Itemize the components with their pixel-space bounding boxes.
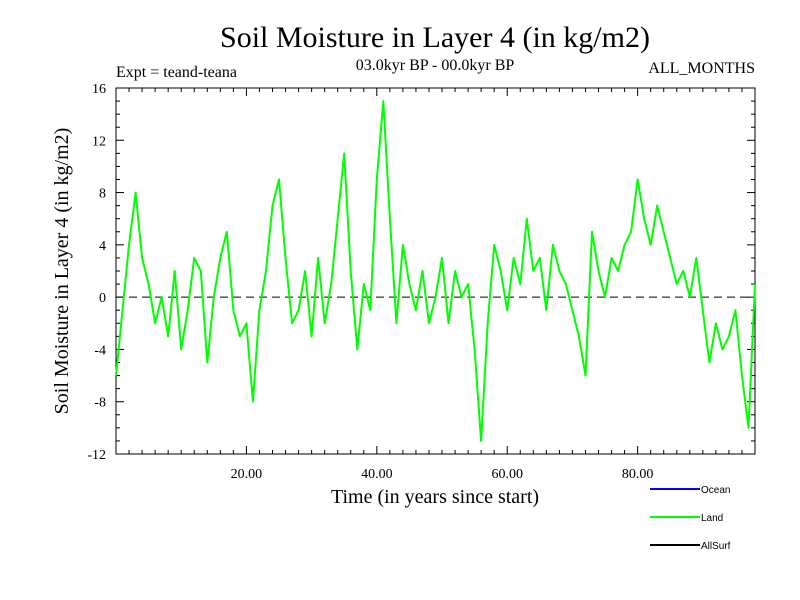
legend-label-land: Land: [701, 513, 723, 524]
legend-item-land: Land: [650, 513, 723, 524]
y-tick-label: 4: [99, 239, 106, 254]
legend: Ocean Land AllSurf: [650, 485, 731, 552]
x-tick-label: 60.00: [491, 467, 523, 482]
y-tick-label: 16: [92, 82, 106, 97]
y-tick-label: 12: [92, 134, 106, 149]
y-tick-label: -4: [94, 343, 106, 358]
y-tick-label: 0: [99, 291, 106, 306]
plot-frame: [115, 87, 756, 455]
months-label: ALL_MONTHS: [648, 60, 755, 77]
axis-tick-labels: -12 -8 -4 0 4 8 12 16 20.00 40.00 60.00 80.00: [87, 82, 653, 482]
chart-title: Soil Moisture in Layer 4 (in kg/m2): [220, 21, 650, 54]
legend-item-ocean: Ocean: [650, 485, 730, 496]
x-tick-label: 40.00: [361, 467, 393, 482]
legend-label-allsurf: AllSurf: [701, 541, 731, 552]
legend-item-allsurf: AllSurf: [650, 541, 731, 552]
y-axis-label: Soil Moisture in Layer 4 (in kg/m2): [51, 128, 73, 415]
series-line-land: [115, 100, 756, 442]
series-layer: [115, 100, 756, 442]
x-tick-label: 80.00: [622, 467, 654, 482]
x-axis-label: Time (in years since start): [331, 486, 539, 508]
axis-ticks: [116, 87, 755, 455]
legend-label-ocean: Ocean: [701, 485, 730, 496]
y-tick-label: 8: [99, 187, 106, 202]
time-range-label: 03.0kyr BP - 00.0kyr BP: [356, 57, 515, 74]
x-tick-label: 20.00: [231, 467, 263, 482]
experiment-label: Expt = teand-teana: [116, 64, 237, 81]
y-tick-label: -8: [94, 396, 106, 411]
y-tick-label: -12: [87, 448, 106, 463]
